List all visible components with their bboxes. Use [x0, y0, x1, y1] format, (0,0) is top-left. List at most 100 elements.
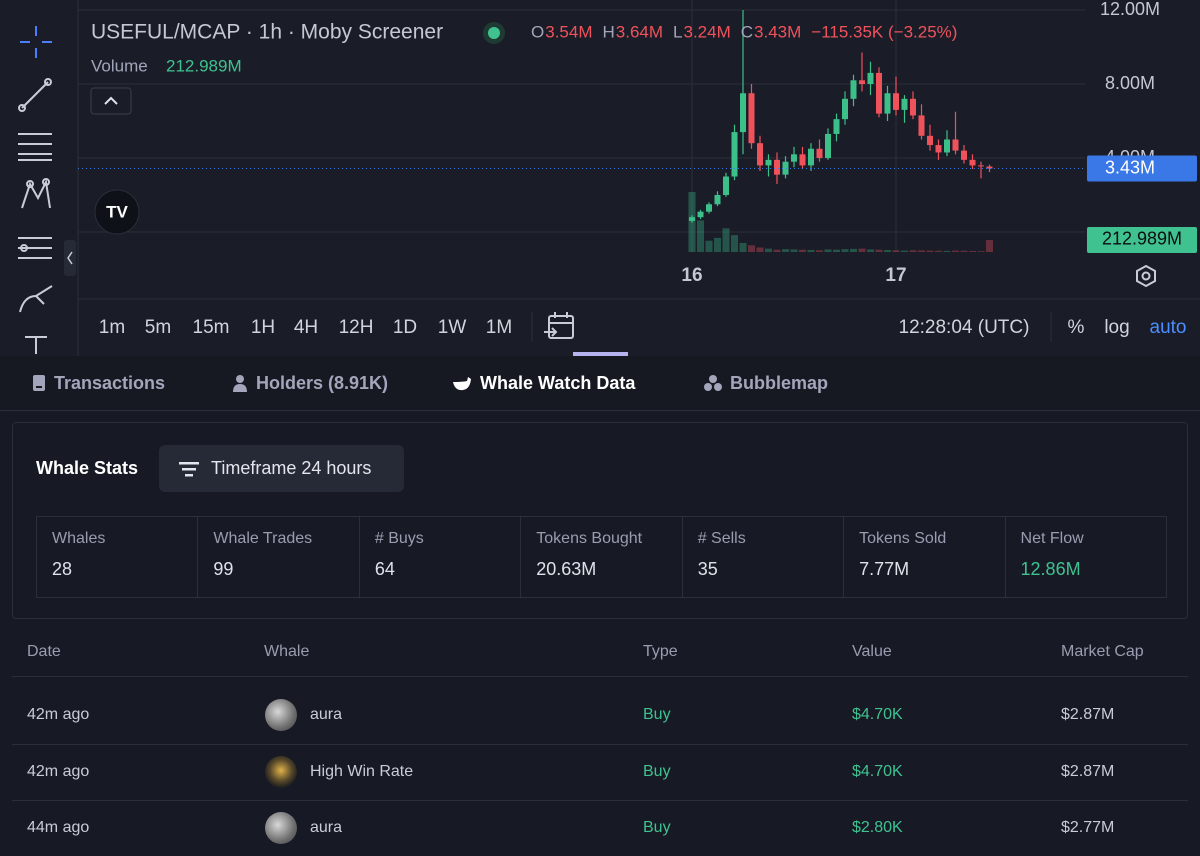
volume-bar: [960, 250, 968, 252]
volume-legend-value: 212.989M: [166, 56, 242, 75]
volume-bar: [892, 250, 900, 252]
ohlc-legend: O 3.54M H 3.64M L 3.24M C 3.43M −115.35K (−3.25%…: [531, 22, 957, 41]
ohlc-key: C: [741, 22, 753, 41]
table-cell: aura: [310, 819, 343, 836]
candle-body: [799, 154, 806, 166]
table-cell: 42m ago: [27, 706, 90, 723]
stat-label: Whales: [52, 530, 106, 547]
volume-bar: [816, 250, 823, 252]
interval-button[interactable]: 4H: [294, 317, 318, 338]
candle-body: [850, 80, 857, 99]
table-cell: 42m ago: [27, 762, 90, 780]
tv-logo: [94, 189, 140, 235]
volume-bar: [799, 249, 806, 252]
tab-label: Bubblemap: [730, 372, 829, 393]
table-row[interactable]: 44m ago aura Buy $2.80K $2.77M: [0, 800, 1200, 856]
scale-option[interactable]: log: [1104, 317, 1129, 338]
candle-body: [901, 98, 908, 110]
last-price-label: 3.43M: [1105, 157, 1155, 177]
stat-value: 35: [697, 559, 718, 579]
volume-bar: [824, 249, 832, 252]
timeframe-button[interactable]: Timeframe 24 hours: [159, 445, 404, 492]
volume-bar: [935, 250, 942, 252]
table-row[interactable]: 42m ago aura Buy $4.70K $2.87M: [0, 687, 1200, 743]
volume-bar: [952, 250, 959, 252]
candle-body: [833, 119, 840, 134]
candle-body: [816, 148, 823, 158]
interval-button[interactable]: 12H: [339, 317, 374, 338]
candle-body: [952, 139, 959, 151]
candle-body: [842, 98, 848, 120]
column-header: Market Cap: [1061, 643, 1144, 660]
tab[interactable]: Bubblemap: [704, 356, 828, 410]
filter-icon: [179, 461, 199, 476]
ohlc-key: L: [673, 22, 682, 41]
column-header: Date: [27, 643, 61, 660]
scale-option[interactable]: %: [1068, 317, 1085, 338]
candle-body: [893, 93, 899, 110]
tab-icon: [233, 375, 247, 392]
tab[interactable]: Whale Watch Data: [452, 356, 635, 410]
stat-cell: Tokens Bought 20.63M: [521, 517, 683, 597]
interval-button[interactable]: 1H: [251, 317, 275, 338]
column-header: Value: [852, 643, 892, 660]
table-row[interactable]: 42m ago High Win Rate Buy $4.70K $2.87M: [0, 744, 1200, 800]
stat-cell: Net Flow 12.86M: [1006, 517, 1166, 597]
interval-button[interactable]: 1D: [393, 317, 417, 338]
volume-bar: [977, 251, 985, 252]
row-divider: [12, 743, 1188, 745]
tab[interactable]: Transactions: [32, 356, 165, 410]
stat-cell: Tokens Sold 7.77M: [844, 517, 1006, 597]
candle-body: [689, 217, 695, 221]
stat-label: Net Flow: [1020, 530, 1084, 547]
text-tool[interactable]: [25, 336, 47, 354]
whale-avatar: [265, 699, 297, 731]
collapse-toolbar[interactable]: [64, 240, 76, 276]
clock: 12:28:04 (UTC): [899, 317, 1030, 338]
interval-button[interactable]: 15m: [193, 317, 230, 338]
active-tab-indicator: [573, 352, 628, 356]
settings-icon[interactable]: [1136, 264, 1156, 288]
volume-tag: [1087, 226, 1197, 253]
trendline-tool[interactable]: [18, 78, 52, 112]
tv-logo-mark: TV: [106, 202, 128, 221]
x-tick-label: 17: [885, 265, 906, 286]
stats-grid: Whales 28 Whale Trades 99 # Buys 64 Tokens Bou…: [36, 516, 1167, 598]
volume-bar: [705, 240, 713, 252]
tab-icon: [704, 375, 722, 391]
crosshair-tool[interactable]: [20, 26, 52, 58]
ohlc-value: 3.43M: [754, 22, 801, 41]
candle-body: [969, 159, 976, 166]
column-header: Type: [643, 643, 678, 660]
fib-tool[interactable]: [18, 237, 52, 259]
tab[interactable]: Holders (8.91K): [232, 356, 388, 410]
candle-body: [918, 115, 925, 136]
volume-bar: [909, 250, 917, 252]
collapse-legend[interactable]: [90, 87, 132, 115]
scale-option[interactable]: auto: [1150, 317, 1187, 338]
volume-bar: [807, 250, 815, 252]
collapse-arrow: [67, 251, 73, 265]
volume-bar: [926, 250, 934, 252]
last-price-tag: [1087, 155, 1197, 182]
brush-tool[interactable]: [19, 285, 53, 313]
whale-avatar: [265, 812, 297, 844]
candle-body: [723, 176, 729, 195]
interval-button[interactable]: 1M: [486, 317, 512, 338]
interval-button[interactable]: 1W: [438, 317, 467, 338]
volume-bar: [782, 249, 789, 252]
volume-bar: [748, 245, 755, 252]
candle-body: [876, 72, 882, 114]
interval-button[interactable]: 5m: [145, 317, 171, 338]
pattern-tool[interactable]: [21, 178, 51, 209]
volume-bar: [875, 249, 883, 252]
lines-tool[interactable]: [18, 133, 52, 161]
stat-label: Tokens Bought: [536, 530, 643, 547]
goto-date-icon[interactable]: [544, 312, 574, 339]
tab-icon: [33, 375, 45, 391]
interval-button[interactable]: 1m: [99, 317, 125, 338]
candle-body: [757, 143, 763, 166]
